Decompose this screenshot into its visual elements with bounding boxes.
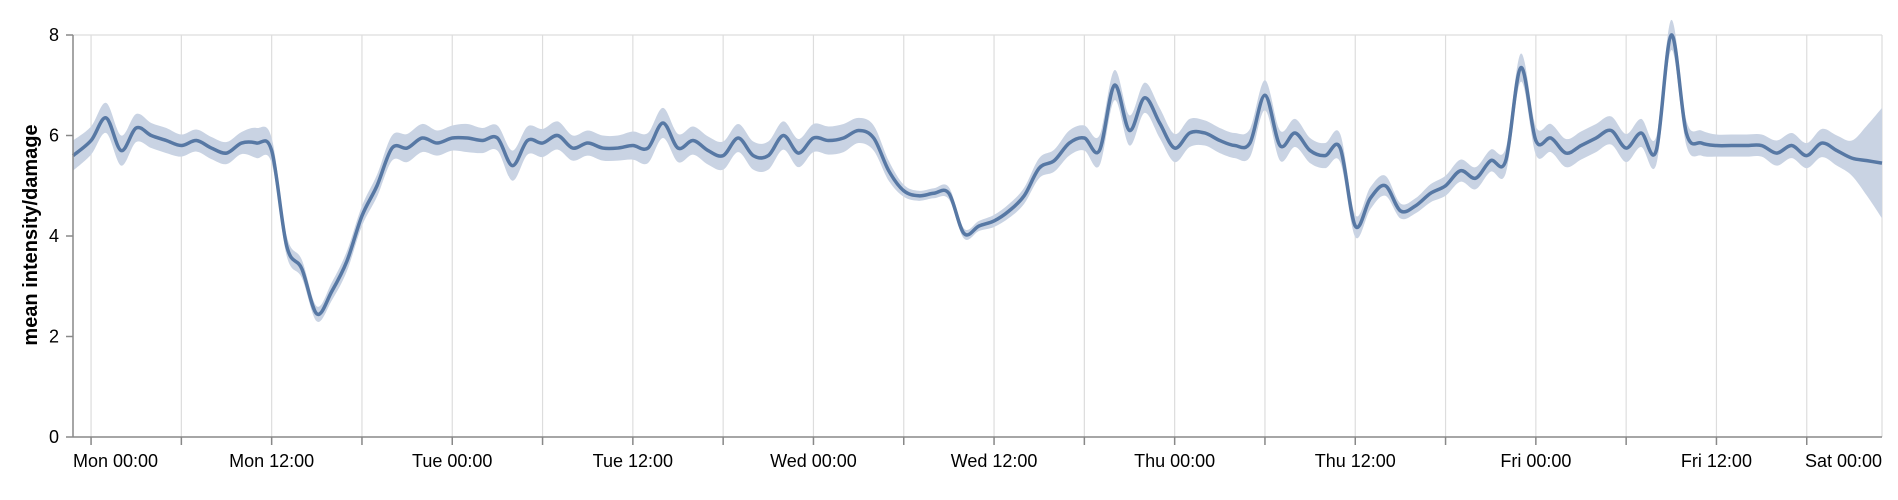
- x-tick-label: Sat 00:00: [1805, 451, 1882, 471]
- y-tick-label: 2: [49, 327, 59, 347]
- x-tick-label: Thu 00:00: [1134, 451, 1215, 471]
- y-tick-label: 6: [49, 126, 59, 146]
- y-tick-label: 8: [49, 25, 59, 45]
- y-tick-label: 4: [49, 226, 59, 246]
- x-tick-label: Mon 00:00: [73, 451, 158, 471]
- y-tick-label: 0: [49, 427, 59, 447]
- x-tick-label: Fri 12:00: [1681, 451, 1752, 471]
- x-tick-label: Tue 12:00: [593, 451, 673, 471]
- x-tick-label: Wed 12:00: [951, 451, 1038, 471]
- x-tick-label: Mon 12:00: [229, 451, 314, 471]
- confidence-band: [73, 19, 1882, 322]
- axes: 0 2 4 6 8 Mon 00:00 Mon 12:00 Tue 00:00 Tue 12:0…: [49, 25, 1882, 471]
- series-line-group: [71, 33, 1883, 317]
- x-tick-label: Fri 00:00: [1500, 451, 1571, 471]
- x-tick-label: Wed 00:00: [770, 451, 857, 471]
- x-tick-label: Thu 12:00: [1315, 451, 1396, 471]
- y-axis-title: mean intensity/damage: [20, 124, 42, 345]
- series-line: [71, 33, 1883, 317]
- gridlines: [73, 34, 1883, 437]
- x-tick-label: Tue 00:00: [412, 451, 492, 471]
- confidence-band-area: [73, 19, 1882, 322]
